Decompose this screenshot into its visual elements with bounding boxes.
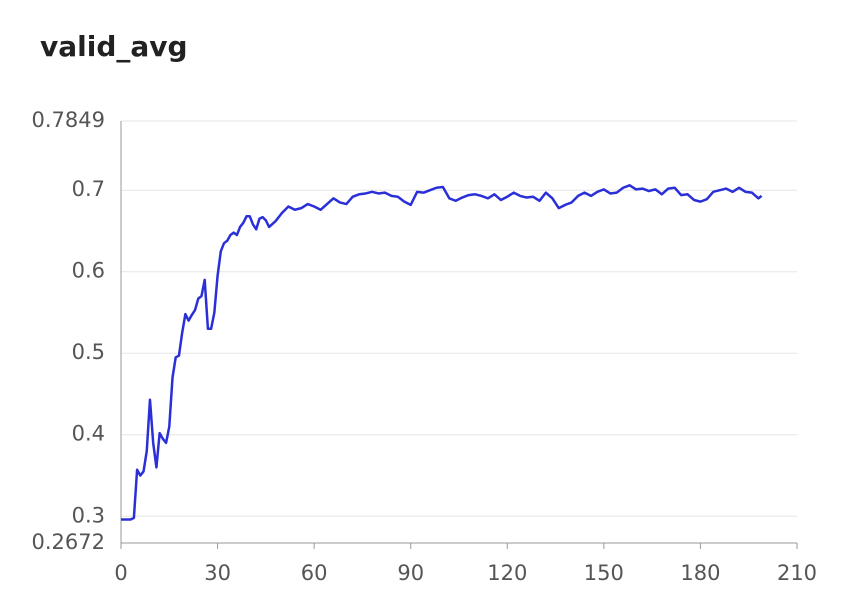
x-tick-label: 210 [777,561,817,585]
x-tick-label: 0 [114,561,127,585]
x-tick-label: 90 [397,561,424,585]
chart-title: valid_avg [40,30,188,63]
data-line [121,184,763,521]
y-tick-label: 0.7 [72,177,105,201]
x-tick-label: 60 [301,561,328,585]
y-tick-label: 0.5 [72,340,105,364]
x-tick-label: 180 [680,561,720,585]
y-tick-label: 0.6 [72,259,105,283]
x-tick-label: 150 [584,561,624,585]
y-tick-label: 0.4 [72,422,105,446]
x-tick-label: 30 [204,561,231,585]
x-tick-label: 120 [487,561,527,585]
y-tick-label: 0.3 [72,503,105,527]
y-tick-label: 0.2672 [32,530,105,554]
y-tick-label: 0.7849 [32,108,105,132]
